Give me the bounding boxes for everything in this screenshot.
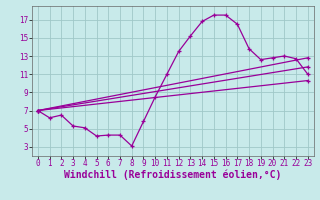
X-axis label: Windchill (Refroidissement éolien,°C): Windchill (Refroidissement éolien,°C) (64, 170, 282, 180)
